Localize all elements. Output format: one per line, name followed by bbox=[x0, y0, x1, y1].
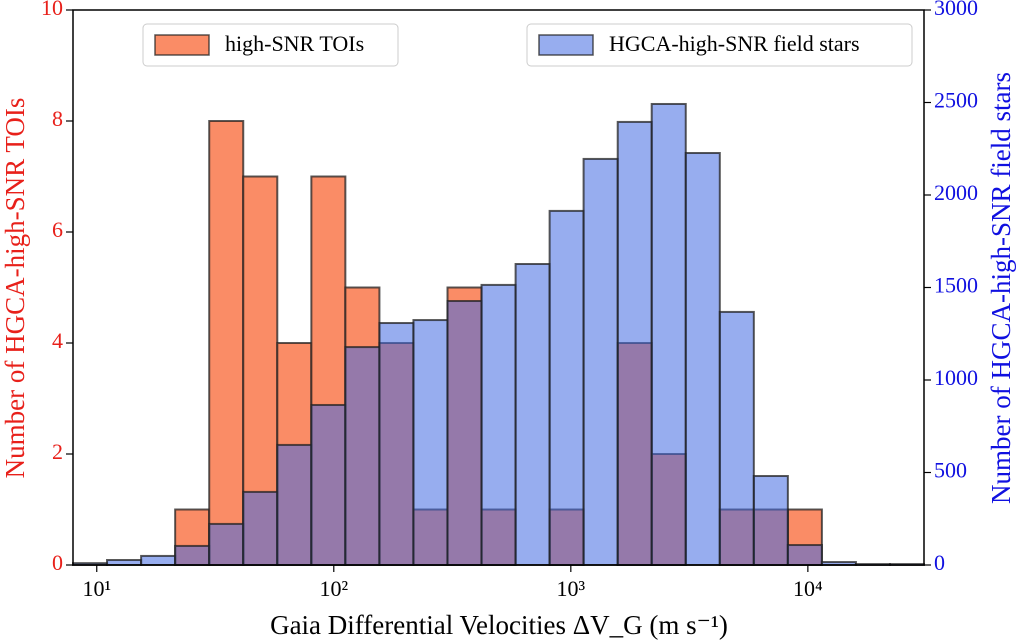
histogram-bar bbox=[582, 157, 619, 567]
x-tick-label: 10⁴ bbox=[793, 576, 823, 601]
legend-label: high-SNR TOIs bbox=[225, 31, 364, 56]
y-tick-label: 8 bbox=[52, 106, 63, 131]
legend: high-SNR TOIs bbox=[142, 23, 399, 67]
histogram-bar bbox=[344, 346, 381, 566]
x-tick-label: 10¹ bbox=[82, 576, 111, 601]
histogram-bar bbox=[208, 120, 245, 566]
histogram-bar bbox=[786, 544, 823, 567]
legend-label: HGCA-high-SNR field stars bbox=[609, 31, 860, 56]
y2-tick-label: 2000 bbox=[934, 180, 978, 205]
y-tick-label: 2 bbox=[52, 439, 63, 464]
y2-tick-label: 2500 bbox=[934, 88, 978, 113]
histogram-bar bbox=[242, 490, 279, 566]
y2-tick-label: 3000 bbox=[934, 0, 978, 20]
y2-tick-label: 1500 bbox=[934, 273, 978, 298]
legend-swatch bbox=[538, 34, 594, 56]
histogram-bar bbox=[480, 283, 517, 566]
histogram-bar bbox=[140, 554, 177, 566]
histogram-bar bbox=[174, 544, 211, 567]
histogram-bar bbox=[548, 209, 585, 566]
histogram-bar bbox=[208, 522, 245, 566]
x-tick-label: 10³ bbox=[557, 576, 586, 601]
y-axis-label: Number of HGCA-high-SNR TOIs bbox=[0, 98, 30, 479]
y2-tick-label: 500 bbox=[934, 458, 967, 483]
legend: HGCA-high-SNR field stars bbox=[526, 23, 913, 67]
histogram-bar bbox=[514, 263, 551, 566]
y-tick-label: 6 bbox=[52, 217, 63, 242]
legend-swatch bbox=[154, 34, 210, 56]
y2-tick-label: 0 bbox=[934, 550, 945, 575]
y-tick-label: 10 bbox=[41, 0, 63, 20]
histogram-bar bbox=[752, 475, 789, 567]
histogram-bar bbox=[412, 319, 449, 566]
y-tick-label: 4 bbox=[52, 328, 63, 353]
histogram-bar bbox=[684, 152, 721, 566]
histogram-bar bbox=[718, 310, 755, 567]
y2-tick-label: 1000 bbox=[934, 365, 978, 390]
histogram-bar bbox=[310, 403, 347, 566]
histogram-bar bbox=[446, 300, 483, 566]
x-axis-label: Gaia Differential Velocities ΔV_G (m s⁻¹… bbox=[270, 610, 728, 640]
histogram-bar bbox=[650, 102, 687, 566]
histogram-bar bbox=[616, 120, 653, 567]
histogram-bar bbox=[378, 322, 415, 566]
y-tick-label: 0 bbox=[52, 550, 63, 575]
y2-axis-label: Number of HGCA-high-SNR field stars bbox=[986, 72, 1016, 504]
legend-box bbox=[526, 23, 913, 67]
x-tick-label: 10² bbox=[319, 576, 348, 601]
histogram-bar bbox=[276, 443, 313, 566]
